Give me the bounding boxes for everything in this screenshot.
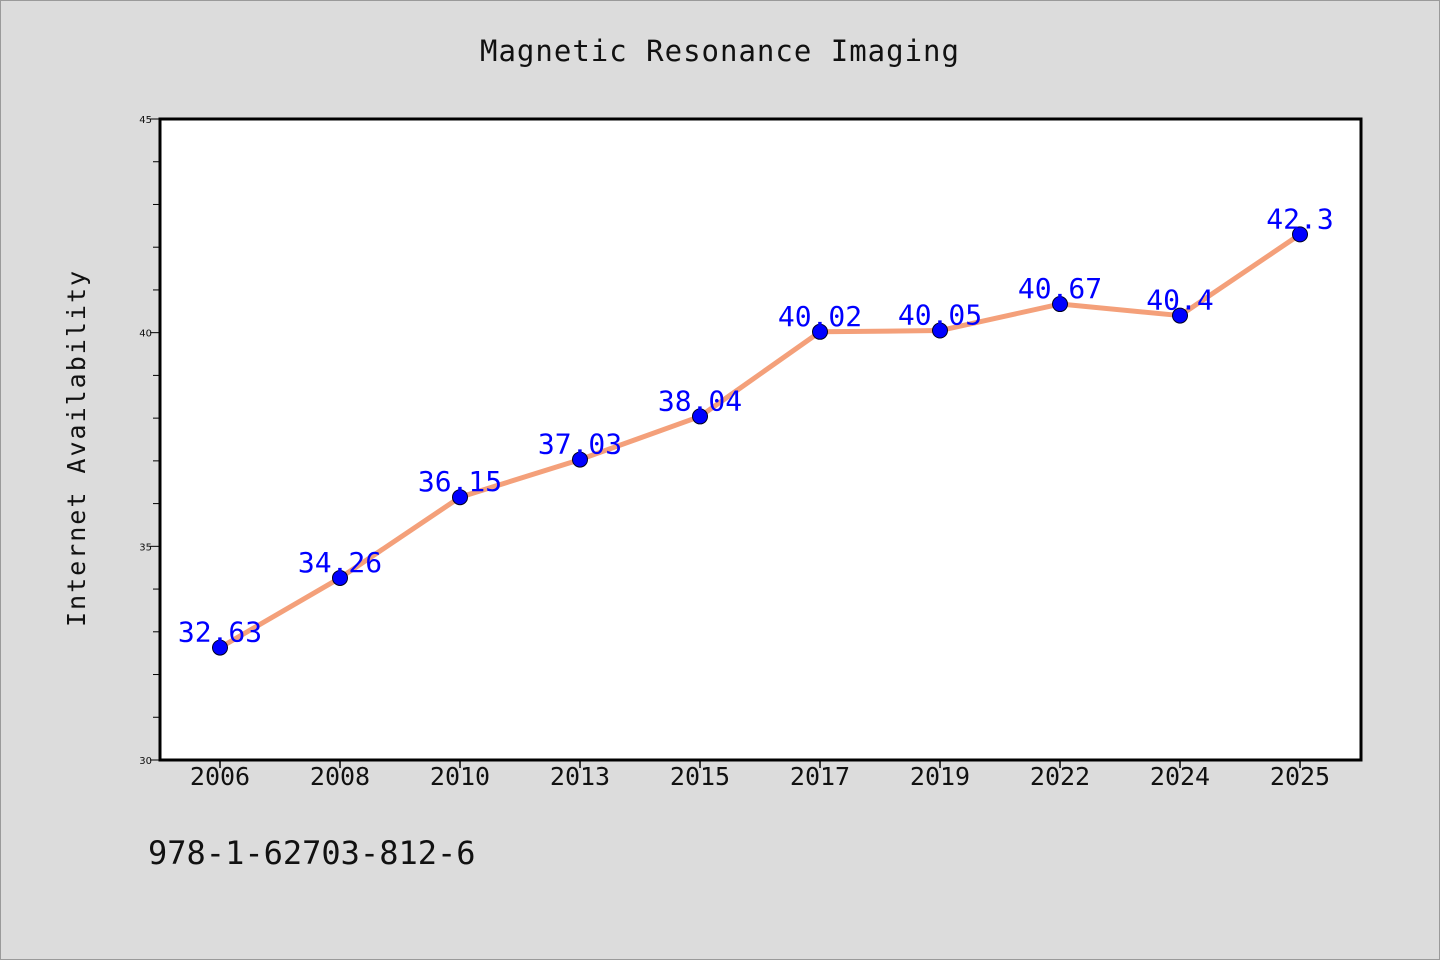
x-tick-label: 2024 <box>1150 762 1210 791</box>
data-label: 40.4 <box>1146 284 1213 317</box>
data-point <box>332 569 348 586</box>
data-label: 40.05 <box>898 299 982 332</box>
x-tick-label: 2006 <box>190 762 250 791</box>
x-tick-label: 2019 <box>910 762 970 791</box>
chart-title: Magnetic Resonance Imaging <box>480 34 960 68</box>
y-tick-label: 45 <box>139 115 152 126</box>
x-axis-ticks: 2006 2008 2010 2013 2015 2017 2019 2022 2024 2025 <box>190 760 1330 791</box>
y-axis-label: Internet Availability <box>62 269 91 627</box>
data-label: 32.63 <box>178 616 262 649</box>
series-line <box>217 231 1303 651</box>
data-labels: 32.63 34.26 36.15 37.03 38.04 40.02 40.05 40.67… <box>178 202 1334 648</box>
data-point <box>1172 307 1188 324</box>
x-tick-label: 2017 <box>790 762 850 791</box>
data-label: 42.3 <box>1266 202 1333 235</box>
y-tick-label: 30 <box>139 756 152 767</box>
data-point <box>812 323 828 340</box>
x-tick-label: 2008 <box>310 762 370 791</box>
data-point <box>692 408 708 425</box>
footer-code: 978-1-62703-812-6 <box>148 834 476 872</box>
x-tick-label: 2015 <box>670 762 730 791</box>
data-label: 40.02 <box>778 300 862 333</box>
x-tick-label: 2025 <box>1270 762 1330 791</box>
y-tick-label: 35 <box>139 542 152 553</box>
data-point <box>212 639 228 656</box>
x-tick-label: 2013 <box>550 762 610 791</box>
x-tick-label: 2022 <box>1030 762 1090 791</box>
data-label: 37.03 <box>538 428 622 461</box>
data-label: 40.67 <box>1018 272 1102 305</box>
data-label: 36.15 <box>418 465 502 498</box>
data-point <box>1052 296 1068 313</box>
data-point <box>452 489 468 506</box>
data-points <box>212 226 1308 656</box>
data-label: 38.04 <box>658 384 742 417</box>
y-tick-label: 40 <box>139 329 152 340</box>
y-axis-ticks: 30 35 40 45 <box>139 115 160 767</box>
plot-area <box>158 117 1363 762</box>
x-tick-label: 2010 <box>430 762 490 791</box>
data-point <box>1292 226 1308 243</box>
data-point <box>932 322 948 339</box>
data-label: 34.26 <box>298 546 382 579</box>
data-point <box>572 451 588 468</box>
